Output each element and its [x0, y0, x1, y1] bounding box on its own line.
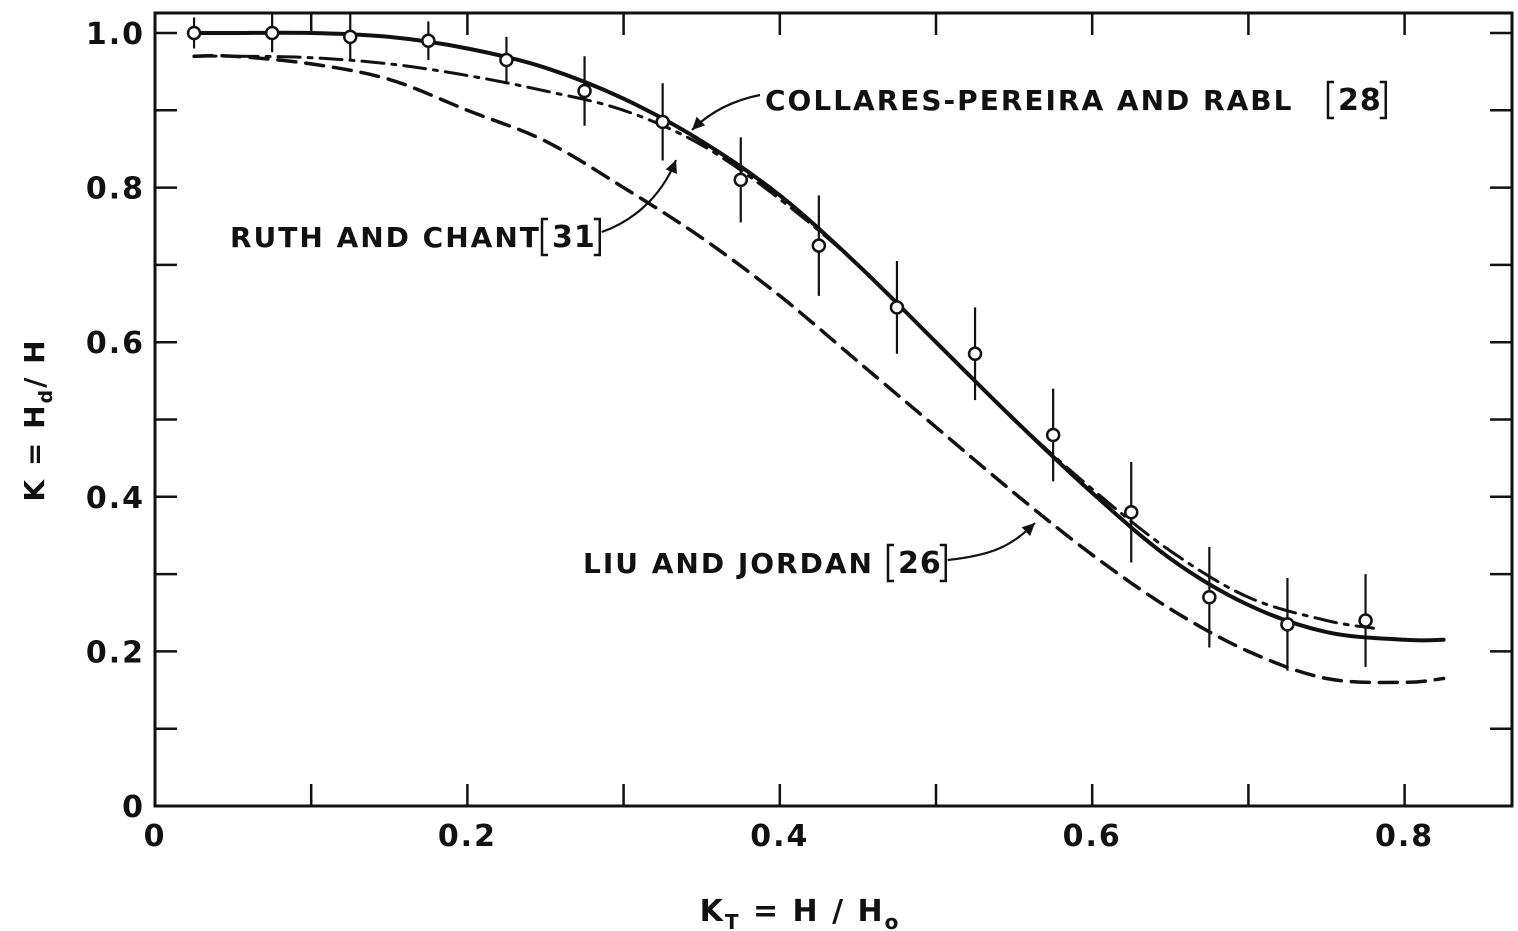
plot-frame — [153, 11, 1514, 808]
series-line-ruth-chant — [192, 54, 1375, 630]
series-line-liu-jordan — [192, 53, 1446, 685]
annotation-ruth-chant-ref-bracket-left — [540, 217, 548, 257]
series-line-collares-pereira — [192, 30, 1446, 643]
annotation-liu-jordan-ref-bracket-left — [886, 543, 894, 583]
data-point — [577, 83, 592, 99]
x-tick-label: 0 — [144, 819, 167, 854]
annotation-collares-pereira-ref-bracket-right — [1379, 80, 1387, 120]
plot-border — [153, 11, 1514, 808]
leader-liu-jordan-head — [1021, 523, 1035, 537]
data-point — [967, 346, 983, 362]
data-point — [1124, 505, 1139, 520]
y-tick-label: 0.8 — [86, 172, 145, 207]
axis-ticks: 0 0.2 0.4 0.6 0.8 0 0.2 0.4 0.6 0.8 1.0 — [86, 13, 1512, 854]
y-tick-label: 0.2 — [86, 635, 145, 670]
annotation-liu-jordan-ref-bracket-right — [939, 543, 947, 583]
x-tick-label: 0.8 — [1375, 819, 1434, 854]
series-lines — [192, 30, 1446, 685]
y-axis-label-rest: / H — [18, 338, 51, 387]
y-axis-label-sub: d — [35, 388, 57, 404]
data-point — [499, 52, 514, 68]
data-point — [1045, 427, 1061, 443]
y-axis-label-main: K = H — [18, 403, 51, 501]
data-point — [343, 29, 358, 45]
x-axis-label: KT = H / Ho — [700, 894, 901, 931]
data-point — [1202, 590, 1217, 605]
y-axis-label: K = Hd/ H — [18, 338, 57, 501]
x-tick-label: 0.4 — [750, 819, 809, 854]
x-tick-label: 0.2 — [438, 819, 497, 854]
data-point — [1358, 613, 1373, 628]
y-tick-label: 0.4 — [86, 481, 145, 516]
annotation-collares-pereira-ref: 28 — [1338, 83, 1382, 118]
annotation-ruth-chant-ref-bracket-right — [593, 217, 601, 257]
annotation-ruth-chant-ref: 31 — [552, 220, 596, 255]
x-tick-label: 0.6 — [1063, 819, 1122, 854]
leader-ruth-chant — [601, 159, 678, 234]
data-point — [186, 25, 202, 41]
x-axis-label-rest: = H / H — [741, 894, 885, 929]
y-tick-label: 0 — [122, 790, 145, 825]
data-points — [186, 13, 1373, 671]
data-point — [811, 238, 827, 253]
leader-collares-pereira-head — [692, 116, 706, 130]
annotation-liu-jordan-ref: 26 — [898, 546, 942, 581]
leader-liu-jordan — [947, 522, 1036, 562]
y-tick-label: 0.6 — [86, 326, 145, 361]
annotation-liu-jordan: LIU AND JORDAN — [583, 547, 874, 580]
x-axis-label-rest-sub: o — [885, 910, 901, 931]
data-point — [733, 172, 748, 188]
data-point — [264, 25, 280, 41]
data-point — [1280, 617, 1295, 632]
data-point — [421, 33, 436, 48]
annotation-collares-pereira: COLLARES-PEREIRA AND RABL — [765, 84, 1293, 117]
leader-ruth-chant-head — [665, 160, 677, 174]
x-axis-label-sub: T — [725, 910, 741, 931]
annotation-ruth-chant: RUTH AND CHANT — [230, 221, 541, 254]
data-point — [655, 114, 670, 130]
y-tick-label: 1.0 — [86, 17, 145, 52]
data-point — [889, 300, 905, 315]
annotation-collares-pereira-ref-bracket-left — [1326, 80, 1334, 120]
x-axis-label-main: K — [700, 894, 725, 929]
annotations: COLLARES-PEREIRA AND RABL 28 RUTH AND CHAN… — [230, 80, 1387, 583]
